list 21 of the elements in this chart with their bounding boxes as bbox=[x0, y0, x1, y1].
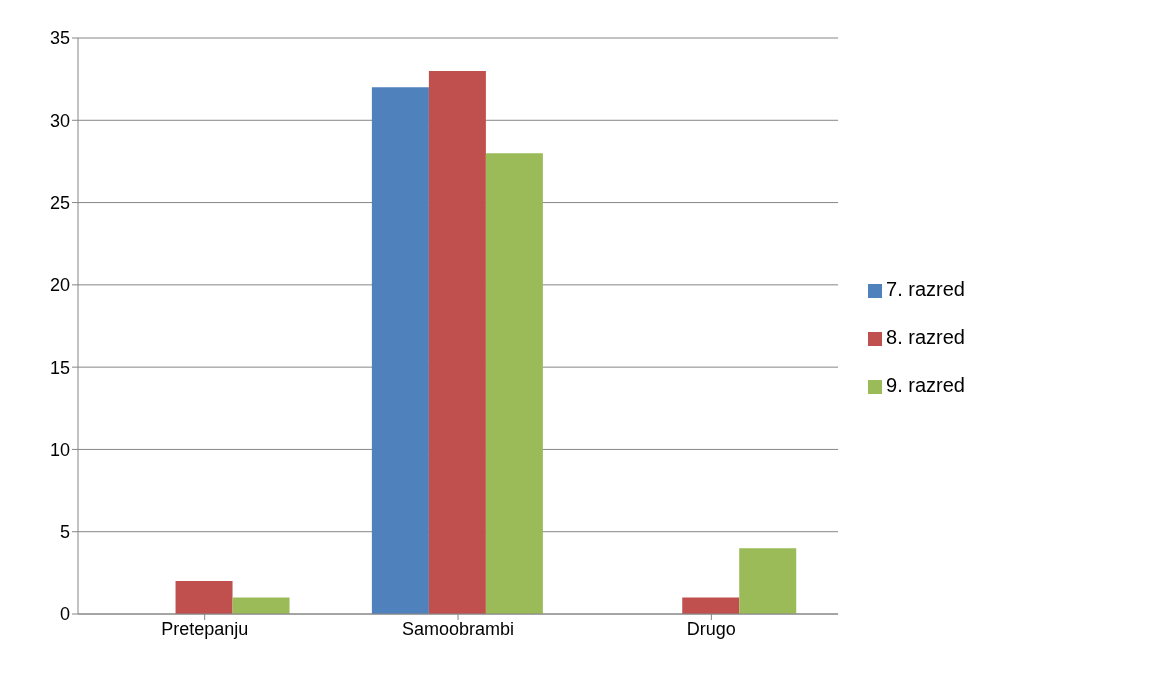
x-tick-label: Pretepanju bbox=[161, 618, 249, 639]
bar bbox=[232, 597, 290, 614]
bar bbox=[428, 70, 486, 614]
legend-label: 8. razred bbox=[886, 326, 965, 348]
y-tick-label: 35 bbox=[49, 28, 70, 49]
y-tick-label: 5 bbox=[59, 522, 70, 543]
bar bbox=[739, 548, 797, 614]
y-tick-label: 25 bbox=[49, 192, 70, 213]
y-tick-label: 0 bbox=[59, 604, 70, 625]
legend-label: 9. razred bbox=[886, 374, 965, 396]
bar bbox=[175, 581, 233, 614]
bar bbox=[485, 153, 543, 614]
legend-label: 7. razred bbox=[886, 278, 965, 300]
x-tick-label: Drugo bbox=[686, 618, 736, 639]
bar bbox=[371, 87, 429, 614]
y-tick-label: 15 bbox=[49, 357, 70, 378]
y-tick-label: 10 bbox=[49, 439, 70, 460]
y-tick-label: 20 bbox=[49, 275, 70, 296]
y-tick-label: 30 bbox=[49, 110, 70, 131]
x-tick-label: Samoobrambi bbox=[402, 618, 515, 639]
bar bbox=[682, 597, 740, 614]
